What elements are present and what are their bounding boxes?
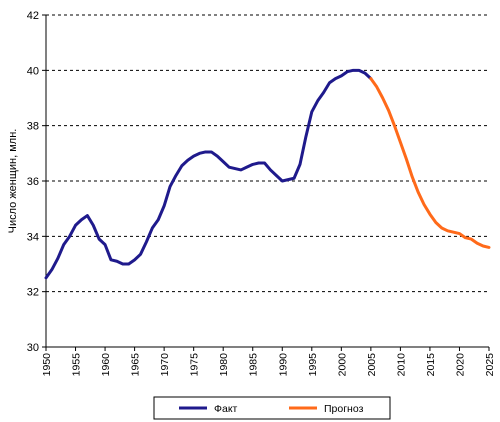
x-tick-label: 2025 [484, 353, 496, 377]
series-line-fact [44, 68, 373, 280]
series-lines [44, 68, 491, 280]
x-tick-label: 2005 [366, 353, 378, 377]
x-tick-label: 1985 [248, 353, 260, 377]
x-tick-label: 2015 [425, 353, 437, 377]
x-tick-label: 2000 [336, 353, 348, 377]
x-tick-label: 1970 [159, 353, 171, 377]
legend-label-fact: Факт [214, 403, 238, 415]
x-axis-ticks: 1950 1955 1960 1965 1970 1975 1980 1985 1990 1995… [41, 347, 496, 376]
x-tick-label: 1960 [100, 353, 112, 377]
x-tick-label: 1950 [41, 353, 53, 377]
x-tick-label: 1975 [189, 353, 201, 377]
y-tick-label: 38 [27, 121, 39, 133]
y-tick-label: 40 [27, 65, 39, 77]
x-tick-label: 1980 [218, 353, 230, 377]
y-axis-ticks: 30 32 34 36 38 40 42 [27, 10, 46, 354]
y-tick-label: 36 [27, 176, 39, 188]
x-tick-label: 1995 [307, 353, 319, 377]
x-tick-label: 1955 [71, 353, 83, 377]
series-line-forecast [369, 77, 491, 249]
legend: Факт Прогноз [153, 396, 391, 420]
y-tick-label: 42 [27, 10, 39, 22]
y-tick-label: 34 [27, 231, 39, 243]
x-tick-label: 1965 [130, 353, 142, 377]
y-axis-title: Число женщин, млн. [7, 129, 19, 234]
legend-label-forecast: Прогноз [324, 403, 364, 415]
x-tick-label: 1990 [277, 353, 289, 377]
y-tick-label: 30 [27, 342, 39, 354]
legend-box [153, 396, 391, 420]
x-tick-label: 2010 [395, 353, 407, 377]
y-tick-label: 32 [27, 287, 39, 299]
x-tick-label: 2020 [454, 353, 466, 377]
gridlines [46, 14, 489, 293]
